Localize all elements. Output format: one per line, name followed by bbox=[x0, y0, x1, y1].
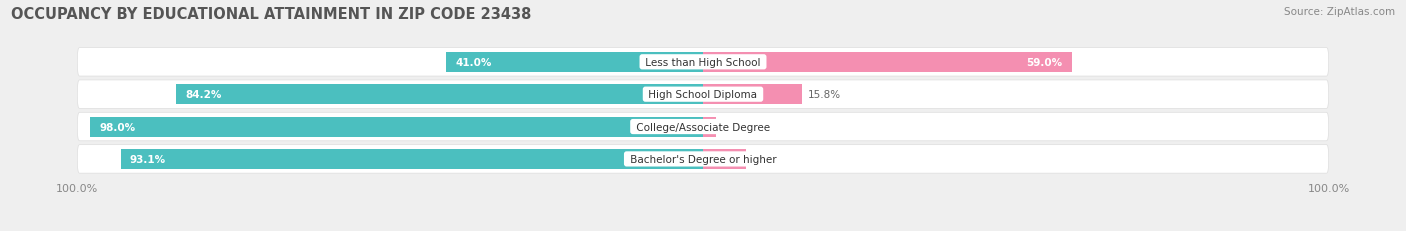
Bar bbox=[121, 149, 703, 169]
Text: Less than High School: Less than High School bbox=[643, 58, 763, 67]
Text: Bachelor's Degree or higher: Bachelor's Degree or higher bbox=[627, 154, 779, 164]
Text: 41.0%: 41.0% bbox=[456, 58, 492, 67]
Bar bbox=[703, 52, 1073, 73]
Text: Source: ZipAtlas.com: Source: ZipAtlas.com bbox=[1284, 7, 1395, 17]
Bar bbox=[703, 85, 801, 105]
Bar bbox=[176, 85, 703, 105]
Text: 2.0%: 2.0% bbox=[721, 122, 748, 132]
FancyBboxPatch shape bbox=[77, 48, 1329, 77]
Text: 6.9%: 6.9% bbox=[752, 154, 779, 164]
Text: OCCUPANCY BY EDUCATIONAL ATTAINMENT IN ZIP CODE 23438: OCCUPANCY BY EDUCATIONAL ATTAINMENT IN Z… bbox=[11, 7, 531, 22]
Text: High School Diploma: High School Diploma bbox=[645, 90, 761, 100]
Bar bbox=[90, 117, 703, 137]
FancyBboxPatch shape bbox=[77, 81, 1329, 109]
Bar bbox=[703, 117, 716, 137]
FancyBboxPatch shape bbox=[77, 113, 1329, 141]
FancyBboxPatch shape bbox=[77, 145, 1329, 173]
Text: 59.0%: 59.0% bbox=[1026, 58, 1063, 67]
Text: College/Associate Degree: College/Associate Degree bbox=[633, 122, 773, 132]
Text: 93.1%: 93.1% bbox=[129, 154, 166, 164]
Text: 98.0%: 98.0% bbox=[100, 122, 135, 132]
Text: 15.8%: 15.8% bbox=[808, 90, 841, 100]
Text: 84.2%: 84.2% bbox=[186, 90, 222, 100]
Bar bbox=[703, 149, 747, 169]
Bar bbox=[447, 52, 703, 73]
